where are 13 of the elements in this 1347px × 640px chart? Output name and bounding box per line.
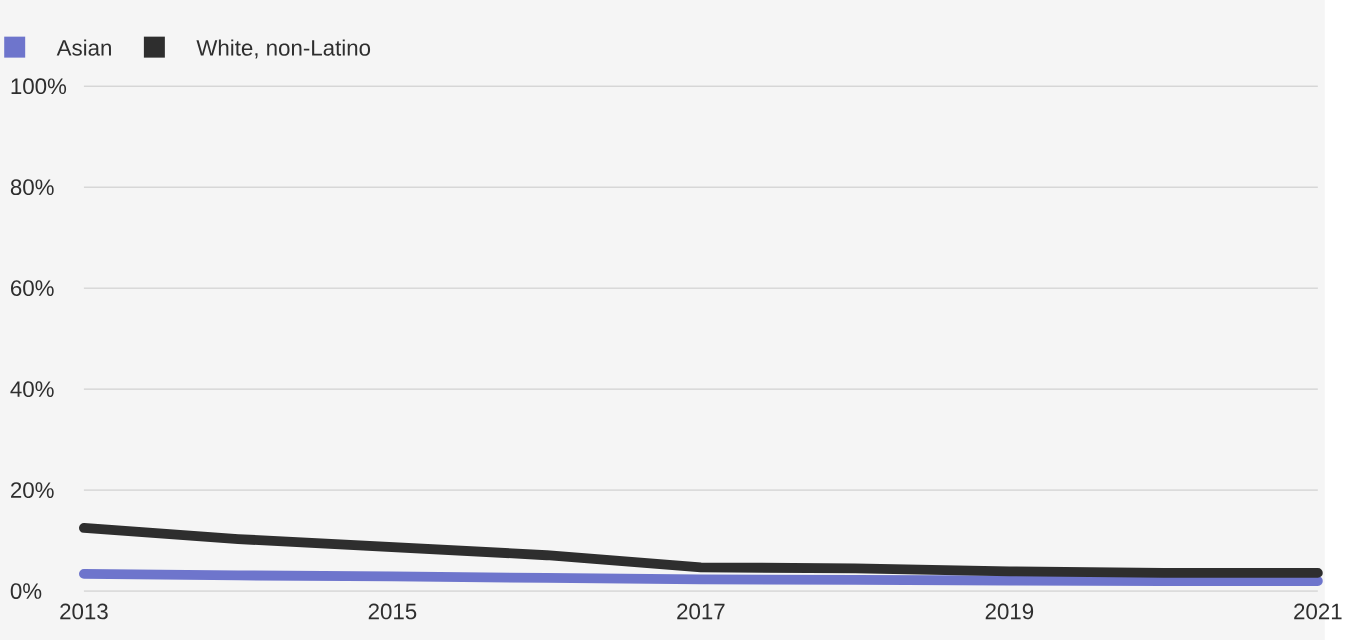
y-tick-label: 80% [10, 179, 54, 195]
legend-label: Asian [56, 39, 111, 56]
y-tick-label: 40% [10, 381, 54, 397]
x-tick-label: 2015 [368, 603, 417, 620]
legend-label: White, non-Latino [196, 39, 371, 59]
y-tick-label: 20% [11, 482, 54, 498]
x-tick-label: 2013 [60, 603, 108, 620]
y-tick-label: 0% [10, 583, 42, 599]
x-tick-label: 2017 [677, 603, 725, 620]
x-tick-label: 2021 [1294, 603, 1342, 620]
y-tick-label: 60% [11, 280, 54, 296]
y-tick-label: 100% [11, 78, 67, 95]
x-tick-label: 2019 [985, 603, 1034, 620]
